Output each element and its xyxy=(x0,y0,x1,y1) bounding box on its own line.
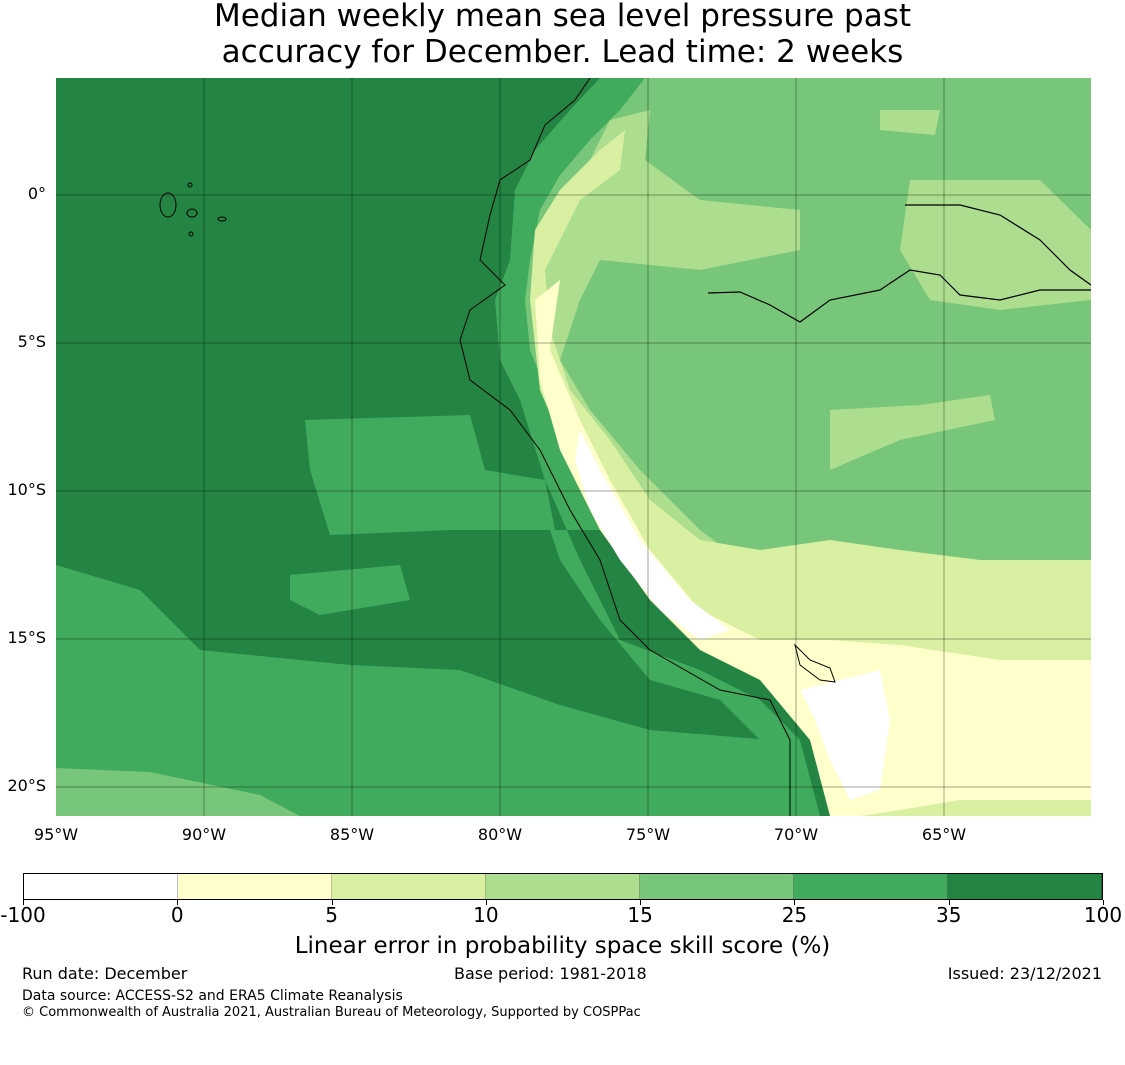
copyright: © Commonwealth of Australia 2021, Austra… xyxy=(22,1005,641,1020)
lon-label-95w: 95°W xyxy=(33,825,79,844)
colorbar-segment xyxy=(948,874,1102,899)
galapagos-islands xyxy=(159,182,227,237)
colorbar-segment xyxy=(486,874,640,899)
colorbar-segment xyxy=(794,874,948,899)
colorbar-tick-mark xyxy=(794,900,796,905)
colorbar-tick-label: 10 xyxy=(473,903,499,927)
region-southeast-yellow xyxy=(535,280,1091,816)
base-period: Base period: 1981-2018 xyxy=(454,964,647,983)
lon-label-80w: 80°W xyxy=(477,825,523,844)
region-mid-ocean-medium xyxy=(305,415,555,535)
colorbar-segment xyxy=(24,874,178,899)
amazon-river xyxy=(707,204,1091,323)
lon-label-70w: 70°W xyxy=(773,825,819,844)
region-north-patch xyxy=(880,110,940,135)
colorbar-segment xyxy=(178,874,332,899)
colorbar-tick-mark xyxy=(177,900,179,905)
issued-date: Issued: 23/12/2021 xyxy=(947,964,1102,983)
region-northeast-pale xyxy=(900,180,1091,310)
title-line-1: Median weekly mean sea level pressure pa… xyxy=(213,0,911,34)
colorbar-tick-label: -100 xyxy=(0,903,46,927)
colorbar xyxy=(23,873,1103,900)
region-ocean-patch xyxy=(290,565,410,615)
lat-label-5s: 5°S xyxy=(17,332,46,351)
skill-score-map xyxy=(56,78,1091,816)
colorbar-tick-label: 15 xyxy=(627,903,653,927)
lon-label-85w: 85°W xyxy=(329,825,375,844)
lake-titicaca xyxy=(794,643,836,683)
lat-label-10s: 10°S xyxy=(7,480,46,499)
lon-label-90w: 90°W xyxy=(181,825,227,844)
colorbar-tick-label: 5 xyxy=(325,903,338,927)
colorbar-segment xyxy=(332,874,486,899)
region-southwest-medium xyxy=(56,565,790,816)
colorbar-tick-mark xyxy=(23,900,24,905)
colorbar-tick-mark xyxy=(640,900,642,905)
region-east-patch xyxy=(830,395,995,470)
lon-label-75w: 75°W xyxy=(625,825,671,844)
region-southwest-light xyxy=(56,768,300,816)
colorbar-label: Linear error in probability space skill … xyxy=(294,933,831,959)
colorbar-tick-mark xyxy=(331,900,333,905)
colorbar-tick-mark xyxy=(485,900,487,905)
region-altiplano-white xyxy=(800,670,890,800)
lat-label-15s: 15°S xyxy=(7,628,46,647)
colorbar-tick-mark xyxy=(948,900,950,905)
lon-label-65w: 65°W xyxy=(921,825,967,844)
data-source: Data source: ACCESS-S2 and ERA5 Climate … xyxy=(22,988,403,1004)
colorbar-tick-label: 0 xyxy=(170,903,184,927)
coastline xyxy=(459,78,791,816)
lat-label-0: 0° xyxy=(27,184,46,203)
colorbar-tick-label: 25 xyxy=(781,903,808,927)
graticule xyxy=(56,78,1091,816)
region-andes-white xyxy=(575,430,730,640)
colorbar-tick-label: 35 xyxy=(935,903,962,927)
run-date: Run date: December xyxy=(22,964,188,983)
title-line-2: accuracy for December. Lead time: 2 week… xyxy=(221,34,904,70)
colorbar-segment xyxy=(640,874,794,899)
lat-label-20s: 20°S xyxy=(7,776,46,795)
colorbar-tick-mark xyxy=(1103,900,1104,905)
colorbar-tick-label: 100 xyxy=(1083,903,1123,927)
region-southeast-yellowgreen xyxy=(530,130,1091,816)
